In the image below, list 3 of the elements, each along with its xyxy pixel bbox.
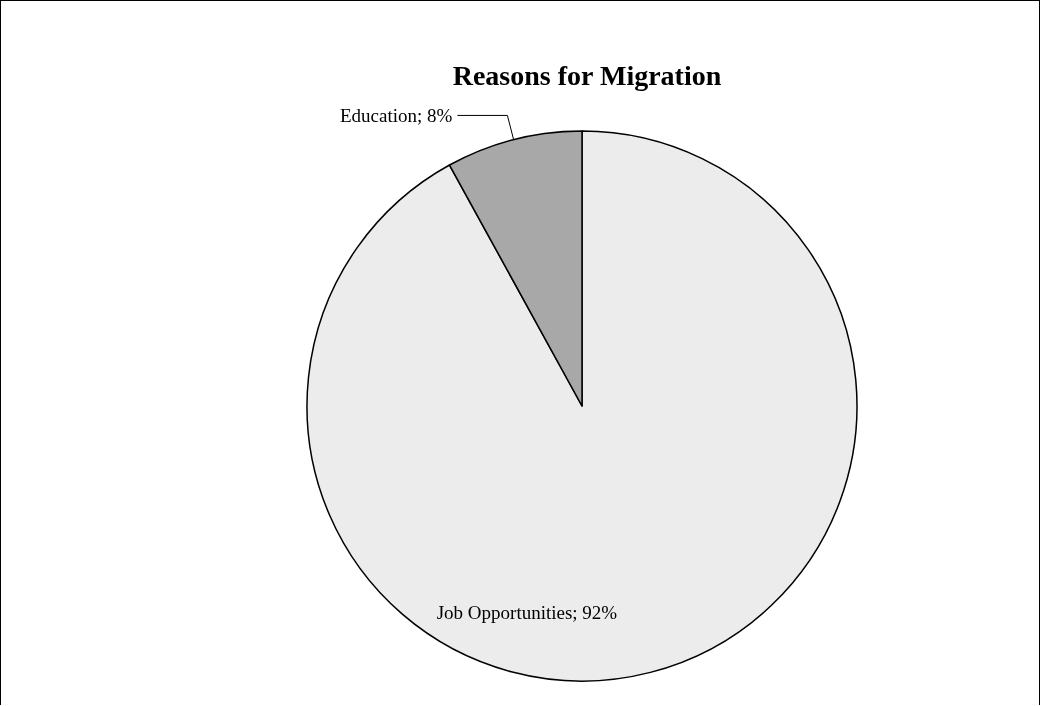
chart-title: Reasons for Migration: [452, 59, 722, 91]
slice-label: Education; 8%: [340, 104, 453, 126]
slice-label: Job Opportunities; 92%: [436, 601, 618, 623]
